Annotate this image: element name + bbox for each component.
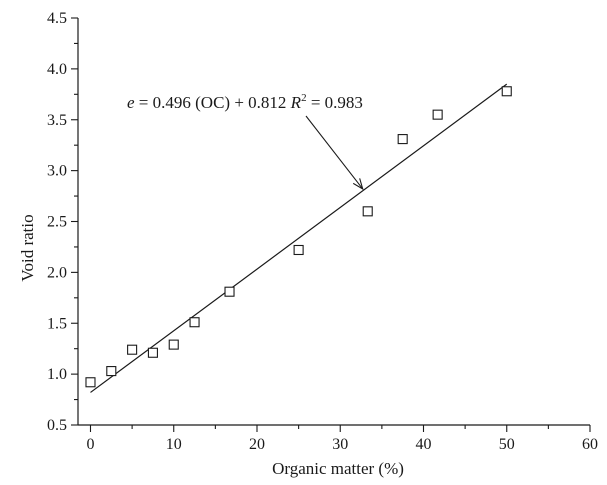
data-point [293,244,304,256]
axes [77,18,590,426]
data-point [501,86,512,97]
data-point [432,109,443,120]
annotation-group: e = 0.496 (OC) + 0.812 R2 = 0.983 [127,92,364,191]
annotation-arrow-line [305,115,364,190]
y-tick-label: 4.5 [47,10,67,27]
fit-line-group [90,83,508,393]
x-tick-label: 30 [332,436,348,453]
x-axis-ticks: 0 10 20 30 40 50 60 [86,425,598,453]
data-point [362,206,373,217]
y-tick-label: 4.0 [47,61,67,78]
equation-variable-e: e [127,93,135,112]
y-tick-label: 3.0 [47,163,67,180]
equation-variable-r: R [290,93,302,112]
fit-line [90,83,508,393]
data-point [397,134,408,145]
equation-annotation: e = 0.496 (OC) + 0.812 R2 = 0.983 [127,92,363,112]
y-axis-ticks: 0.5 1.0 1.5 2.0 2.5 3.0 3.5 4.0 4.5 [47,10,78,434]
y-tick-label: 3.5 [47,112,67,129]
equation-superscript: 2 [301,92,307,104]
x-tick-label: 60 [582,436,598,453]
data-point [224,286,235,297]
y-tick-label: 1.5 [47,315,67,332]
equation-tail: = 0.983 [307,93,363,112]
data-point [127,344,138,355]
y-tick-label: 2.0 [47,264,67,281]
annotation-arrow-head [352,178,364,191]
x-tick-label: 40 [415,436,431,453]
data-point [106,366,117,377]
y-tick-label: 0.5 [47,417,67,434]
x-tick-label: 10 [166,436,182,453]
x-tick-label: 0 [86,436,94,453]
data-point [168,339,179,350]
data-point [189,317,200,328]
x-tick-label: 20 [249,436,265,453]
y-tick-label: 2.5 [47,214,67,231]
equation-body: = 0.496 (OC) + 0.812 [135,93,291,112]
y-axis-title: Void ratio [18,214,37,281]
y-tick-label: 1.0 [47,366,67,383]
data-point [147,347,158,358]
data-points [85,86,512,388]
x-tick-label: 50 [499,436,515,453]
data-point [85,377,96,388]
x-axis-title: Organic matter (%) [272,459,404,478]
